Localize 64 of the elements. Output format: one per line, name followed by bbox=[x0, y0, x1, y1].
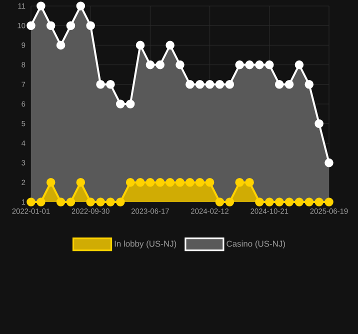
point bbox=[205, 178, 214, 187]
legend-label: Casino (US-NJ) bbox=[226, 240, 285, 248]
point bbox=[314, 198, 324, 206]
point bbox=[235, 178, 244, 187]
point bbox=[274, 198, 284, 206]
point bbox=[245, 60, 254, 70]
point bbox=[106, 80, 115, 89]
point bbox=[324, 158, 334, 168]
point bbox=[215, 198, 224, 206]
point bbox=[126, 178, 135, 187]
point bbox=[156, 60, 165, 70]
point bbox=[284, 80, 294, 89]
point bbox=[245, 178, 254, 187]
point bbox=[146, 178, 155, 187]
point bbox=[294, 198, 304, 206]
point bbox=[176, 178, 184, 187]
point bbox=[26, 21, 36, 30]
point bbox=[255, 198, 264, 206]
point bbox=[106, 198, 115, 206]
point bbox=[36, 198, 46, 206]
point bbox=[96, 198, 105, 206]
point bbox=[314, 119, 324, 128]
point bbox=[274, 80, 284, 89]
point bbox=[265, 60, 274, 70]
point bbox=[46, 178, 56, 187]
point bbox=[215, 80, 224, 89]
point bbox=[166, 40, 174, 50]
point bbox=[86, 21, 95, 30]
point bbox=[86, 198, 95, 206]
point bbox=[116, 100, 125, 108]
point bbox=[294, 60, 304, 70]
point bbox=[66, 21, 76, 30]
point bbox=[66, 198, 76, 206]
legend-label: In lobby (US-NJ) bbox=[114, 240, 176, 248]
point bbox=[96, 80, 105, 89]
point bbox=[116, 198, 125, 206]
point bbox=[195, 178, 204, 187]
point bbox=[225, 80, 234, 89]
point bbox=[36, 2, 46, 10]
point bbox=[235, 60, 244, 70]
point bbox=[46, 21, 56, 30]
point bbox=[265, 198, 274, 206]
point bbox=[205, 80, 214, 89]
point bbox=[225, 198, 234, 206]
point bbox=[56, 198, 66, 206]
point bbox=[76, 178, 86, 187]
point bbox=[304, 80, 314, 89]
point bbox=[136, 40, 145, 50]
point bbox=[304, 198, 314, 206]
point bbox=[136, 178, 145, 187]
point bbox=[126, 100, 135, 108]
point bbox=[56, 40, 66, 50]
point bbox=[324, 198, 334, 206]
point bbox=[195, 80, 204, 89]
point bbox=[284, 198, 294, 206]
point bbox=[76, 2, 86, 10]
point bbox=[255, 60, 264, 70]
point bbox=[156, 178, 165, 187]
point bbox=[186, 178, 194, 187]
point bbox=[146, 60, 155, 70]
point bbox=[166, 178, 174, 187]
point bbox=[186, 80, 194, 89]
point bbox=[176, 60, 184, 70]
point bbox=[26, 198, 36, 206]
